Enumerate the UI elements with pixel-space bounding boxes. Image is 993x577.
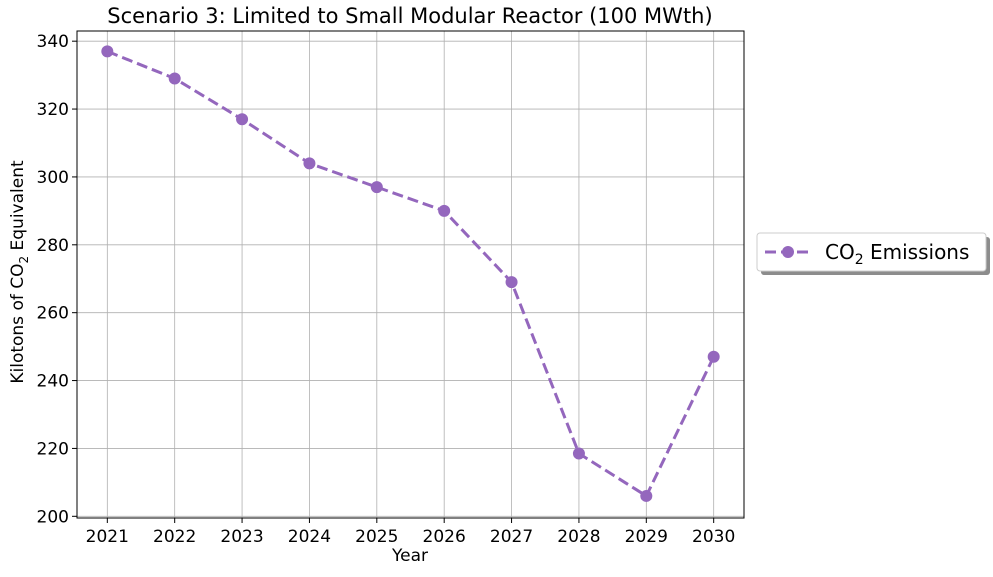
data-point-2024 — [303, 157, 316, 170]
y-tick-label-240: 240 — [37, 372, 69, 392]
legend-entry-co2-emissions: CO2 Emissions — [825, 240, 969, 268]
axes: 2021 2022 2023 2024 2025 2026 2027 2028 2029 2030… — [37, 30, 745, 547]
legend: CO2 Emissions — [756, 232, 990, 275]
y-axis-label-prefix: Kilotons of CO — [8, 264, 28, 384]
x-axis-label: Year — [391, 546, 428, 566]
data-point-2029 — [640, 489, 653, 502]
y-axis-label-suffix: Equivalent — [8, 160, 28, 256]
legend-marker — [782, 246, 794, 258]
x-tick-label-2021: 2021 — [86, 527, 129, 547]
x-tick-label-2026: 2026 — [423, 527, 466, 547]
y-tick-label-220: 220 — [37, 439, 69, 459]
data-point-2030 — [707, 350, 720, 363]
data-point-2023 — [236, 113, 249, 126]
legend-frame — [756, 232, 987, 272]
chart-title: Scenario 3: Limited to Small Modular Rea… — [107, 4, 712, 28]
x-tick-label-2029: 2029 — [625, 527, 668, 547]
x-tick-label-2027: 2027 — [490, 527, 533, 547]
plot-frame — [76, 30, 745, 519]
y-tick-label-280: 280 — [37, 236, 69, 256]
y-tick-label-320: 320 — [37, 100, 69, 120]
grid — [77, 31, 744, 518]
y-axis-label: Kilotons of CO2 Equivalent — [8, 160, 31, 384]
data-point-2022 — [168, 72, 181, 85]
y-axis-label-subscript: 2 — [17, 256, 31, 264]
x-tick-label-2028: 2028 — [557, 527, 600, 547]
legend-label-suffix: Emissions — [864, 240, 970, 264]
data-point-2027 — [505, 276, 518, 289]
x-tick-label-2025: 2025 — [355, 527, 398, 547]
y-tick-label-340: 340 — [37, 32, 69, 52]
data-point-2028 — [572, 447, 585, 460]
legend-label-subscript: 2 — [855, 252, 864, 268]
y-tick-label-260: 260 — [37, 304, 69, 324]
x-tick-label-2023: 2023 — [220, 527, 263, 547]
series-layer — [101, 45, 720, 502]
x-tick-label-2030: 2030 — [692, 527, 735, 547]
x-tick-label-2024: 2024 — [288, 527, 331, 547]
legend-label-prefix: CO — [825, 240, 855, 264]
data-point-2026 — [438, 204, 451, 217]
y-tick-label-200: 200 — [37, 507, 69, 527]
y-tick-label-300: 300 — [37, 168, 69, 188]
data-point-2021 — [101, 45, 114, 58]
x-tick-label-2022: 2022 — [153, 527, 196, 547]
data-point-2025 — [370, 181, 383, 194]
series-line-0 — [106, 49, 716, 498]
